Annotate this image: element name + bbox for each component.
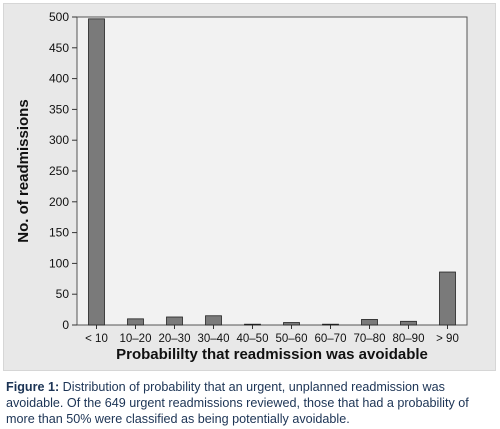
- bar: [439, 271, 456, 326]
- x-tick-label: 40–50: [237, 333, 269, 345]
- bar: [244, 323, 261, 326]
- y-tick-label: 100: [49, 256, 69, 270]
- x-tick-label: 60–70: [315, 333, 347, 345]
- bar: [127, 318, 144, 326]
- x-tick-label: 30–40: [198, 333, 230, 345]
- y-tick-label: 500: [49, 10, 69, 24]
- bar: [205, 315, 222, 326]
- y-tick-label: 50: [56, 287, 70, 301]
- x-axis: < 10 10–20 20–30 30–40 40–50 50–60 60–70 70–80 8…: [85, 325, 459, 345]
- y-tick-label: 400: [49, 72, 69, 86]
- bar: [88, 18, 105, 326]
- caption-text: Distribution of probability that an urge…: [6, 380, 469, 426]
- bar: [400, 320, 417, 326]
- y-tick-label: 300: [49, 133, 69, 147]
- bar: [166, 316, 183, 326]
- x-axis-label: Probabililty that readmission was avoida…: [116, 346, 428, 363]
- x-tick-label: 10–20: [120, 333, 152, 345]
- bars: [88, 18, 456, 326]
- y-tick-label: 200: [49, 195, 69, 209]
- x-tick-label: 20–30: [159, 333, 191, 345]
- figure-caption: Figure 1: Distribution of probability th…: [6, 379, 496, 427]
- y-tick-label: 450: [49, 41, 69, 55]
- bar-chart: 0 50 100 150 200 250 300 350 400 450 500 < 10 10–20…: [15, 10, 468, 363]
- x-tick-label: > 90: [436, 333, 459, 345]
- y-tick-label: 150: [49, 226, 69, 240]
- caption-label: Figure 1:: [6, 380, 60, 394]
- bar: [322, 323, 339, 326]
- y-tick-label: 0: [62, 318, 69, 332]
- x-tick-label: 50–60: [276, 333, 308, 345]
- plot-area: [76, 16, 468, 326]
- x-tick-label: 80–90: [393, 333, 425, 345]
- y-axis: 0 50 100 150 200 250 300 350 400 450 500: [49, 10, 77, 332]
- x-tick-label: 70–80: [354, 333, 386, 345]
- y-axis-label: No. of readmissions: [15, 99, 32, 242]
- y-tick-label: 250: [49, 164, 69, 178]
- x-tick-label: < 10: [85, 333, 108, 345]
- bar: [283, 322, 300, 326]
- bar: [361, 319, 378, 326]
- y-tick-label: 350: [49, 102, 69, 116]
